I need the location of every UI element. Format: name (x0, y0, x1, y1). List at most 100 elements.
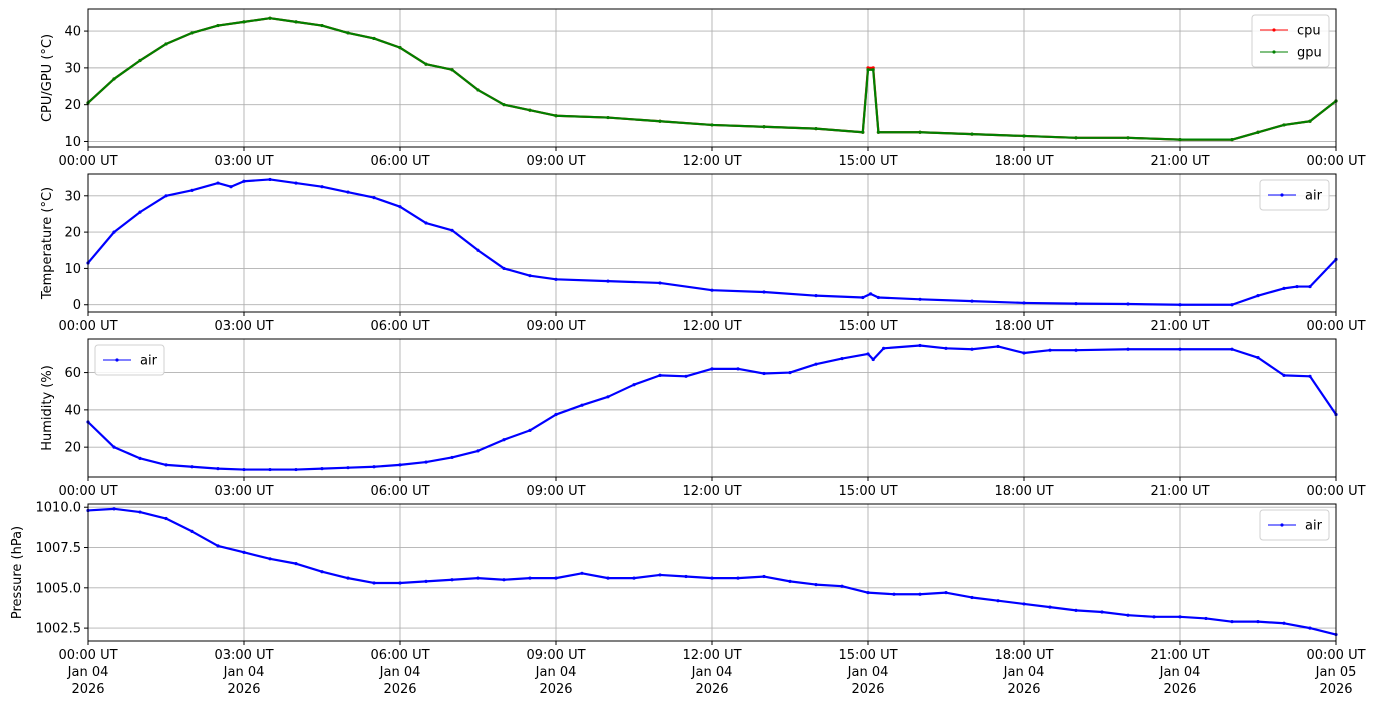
data-point-air (112, 507, 116, 511)
data-point-air (1282, 286, 1286, 290)
data-point-air (1256, 356, 1260, 360)
data-point-air (528, 576, 532, 580)
data-point-gpu (424, 62, 428, 66)
data-point-gpu (138, 58, 142, 63)
x-tick-label: 09:00 UT Jan 04 2026 (526, 648, 585, 697)
x-tick-label: 00:00 UT (58, 484, 117, 499)
x-tick-label: 15:00 UT Jan 04 2026 (838, 648, 897, 697)
x-tick-label: 03:00 UT (214, 484, 273, 499)
legend-label-air: air (140, 354, 158, 369)
x-tick-label: 00:00 UT (1306, 484, 1365, 499)
data-point-air (840, 584, 844, 588)
data-point-air (320, 467, 324, 471)
data-point-air (1282, 373, 1286, 377)
data-point-air (882, 346, 886, 350)
x-tick-label: 18:00 UT (994, 484, 1053, 499)
x-tick-label: 00:00 UT Jan 05 2026 (1306, 648, 1365, 697)
data-point-air (606, 576, 610, 580)
data-point-air (164, 516, 168, 521)
data-point-air (996, 344, 1000, 349)
data-point-air (242, 179, 246, 183)
data-point-air (164, 194, 168, 198)
data-point-air (476, 449, 480, 453)
data-point-gpu (918, 130, 922, 134)
data-point-air (892, 592, 896, 596)
data-point-gpu (1022, 134, 1026, 138)
panel-2: 00:00 UT 03:00 UT 06:00 UT 09:00 UT 12:00 UT… (40, 173, 1366, 334)
x-tick-label: 18:00 UT (994, 154, 1053, 169)
y-tick-label: 20 (64, 98, 81, 113)
data-point-air (528, 428, 532, 432)
data-point-air (554, 277, 558, 281)
data-point-air (684, 374, 688, 378)
data-point-air (871, 357, 875, 362)
data-point-gpu (502, 103, 506, 107)
data-point-air (736, 367, 740, 371)
data-point-air (876, 295, 881, 300)
data-point-air (788, 370, 792, 375)
data-point-air (762, 574, 766, 579)
data-point-air (138, 210, 142, 214)
data-point-air (294, 181, 298, 185)
data-point-gpu (164, 42, 168, 46)
data-point-air (476, 576, 480, 580)
y-axis-label: Temperature (°C) (40, 187, 55, 300)
data-point-gpu (762, 125, 766, 129)
data-point-air (869, 292, 873, 296)
data-point-air (762, 290, 766, 294)
data-point-air (658, 573, 662, 577)
data-point-air (554, 576, 558, 580)
data-point-air (710, 576, 714, 580)
data-point-air (1256, 620, 1260, 624)
data-point-air (1204, 616, 1208, 621)
data-point-air (1048, 348, 1052, 352)
y-tick-label: 1010.0 (36, 501, 82, 516)
data-point-air (294, 562, 298, 566)
data-point-air (1126, 302, 1130, 306)
x-tick-label: 00:00 UT Jan 04 2026 (58, 648, 117, 697)
data-point-gpu (658, 119, 662, 123)
legend-marker-air (1280, 193, 1284, 197)
data-point-air (1074, 608, 1078, 612)
panel-1: 00:00 UT 03:00 UT 06:00 UT 09:00 UT 12:00 UT… (40, 8, 1366, 169)
data-point-air (372, 465, 376, 469)
x-tick-label: 18:00 UT Jan 04 2026 (994, 648, 1053, 697)
x-tick-label: 00:00 UT (1306, 154, 1365, 169)
data-point-air (606, 395, 610, 399)
x-tick-label: 18:00 UT (994, 319, 1053, 334)
data-point-gpu (398, 46, 402, 50)
data-point-air (320, 570, 324, 574)
data-point-air (970, 347, 974, 351)
legend-marker-cpu (1272, 28, 1276, 32)
data-point-air (424, 579, 428, 583)
data-point-gpu (606, 115, 610, 120)
data-point-air (1295, 284, 1299, 289)
y-tick-label: 60 (64, 366, 81, 381)
x-tick-label: 12:00 UT (682, 484, 741, 499)
data-point-air (866, 591, 870, 595)
data-point-air (814, 294, 818, 298)
data-point-air (1308, 626, 1312, 630)
data-point-air (450, 578, 454, 582)
data-point-air (398, 581, 402, 585)
y-tick-label: 30 (64, 189, 81, 204)
data-point-gpu (216, 23, 220, 28)
data-point-air (1074, 302, 1078, 306)
series-line-air (87, 178, 1337, 306)
data-point-air (1022, 602, 1026, 606)
data-point-air (229, 185, 233, 189)
data-point-gpu (346, 31, 350, 35)
legend-marker-gpu (1272, 50, 1276, 54)
legend-marker-air (1280, 523, 1284, 527)
data-point-gpu (476, 88, 480, 92)
x-tick-label: 12:00 UT (682, 154, 741, 169)
data-point-air (1022, 351, 1026, 355)
data-point-air (398, 205, 402, 209)
data-point-air (450, 455, 454, 460)
panel-3: 00:00 UT 03:00 UT 06:00 UT 09:00 UT 12:00 UT… (40, 338, 1366, 499)
y-tick-label: 10 (64, 262, 81, 277)
data-point-air (528, 274, 532, 278)
data-point-gpu (1308, 119, 1312, 123)
y-tick-label: 0 (73, 298, 81, 313)
x-tick-label: 03:00 UT (214, 319, 273, 334)
